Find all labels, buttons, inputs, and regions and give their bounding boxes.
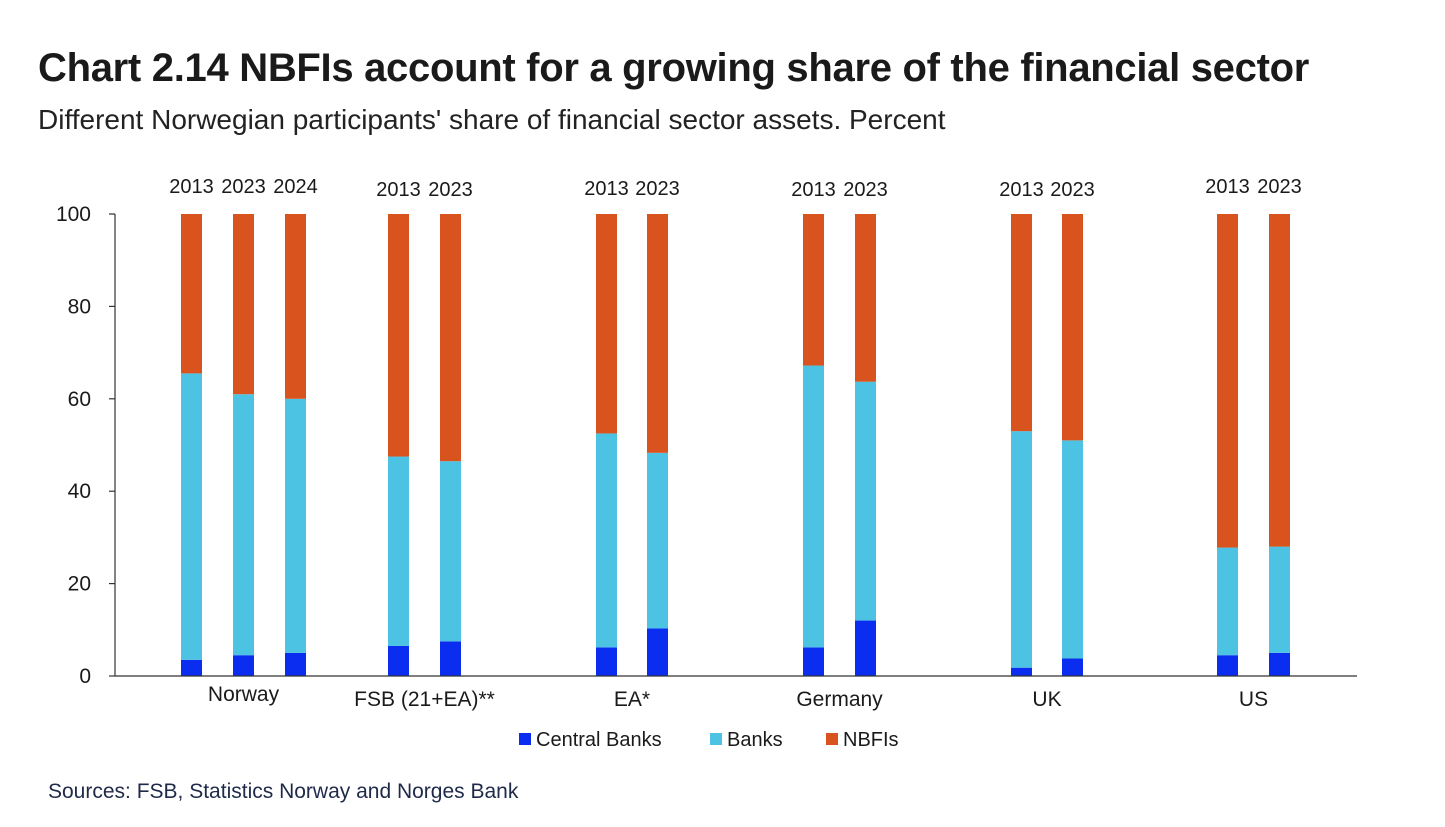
bar-central-banks xyxy=(1062,658,1083,676)
chart-title: Chart 2.14 NBFIs account for a growing s… xyxy=(38,46,1309,90)
bar-nbfis xyxy=(647,214,668,453)
chart-subtitle: Different Norwegian participants' share … xyxy=(38,104,946,135)
bar-banks xyxy=(1011,431,1032,668)
year-label: 2023 xyxy=(1050,179,1095,201)
bar-central-banks xyxy=(1217,655,1238,676)
bar-banks xyxy=(1217,547,1238,656)
bar-banks xyxy=(233,394,254,656)
bar-banks xyxy=(1062,440,1083,659)
bar-banks xyxy=(596,433,617,648)
bar-central-banks xyxy=(233,655,254,676)
bar-banks xyxy=(440,461,461,642)
bar-banks xyxy=(388,456,409,646)
source-note: Sources: FSB, Statistics Norway and Norg… xyxy=(48,780,519,803)
group-label: FSB (21+EA)** xyxy=(354,688,495,711)
bar-nbfis xyxy=(181,214,202,374)
bar-banks xyxy=(285,398,306,653)
year-label: 2023 xyxy=(843,179,888,201)
year-label: 2023 xyxy=(635,178,680,200)
year-label: 2013 xyxy=(584,178,629,200)
year-label: 2013 xyxy=(791,179,836,201)
legend-swatch xyxy=(826,733,838,745)
year-label: 2013 xyxy=(1205,176,1250,198)
bar-banks xyxy=(1269,546,1290,653)
year-label: 2023 xyxy=(428,179,473,201)
bar-central-banks xyxy=(855,620,876,676)
year-label: 2024 xyxy=(273,176,318,198)
group-label: Norway xyxy=(208,683,280,706)
bar-central-banks xyxy=(181,659,202,676)
legend-swatch xyxy=(710,733,722,745)
bar-nbfis xyxy=(388,214,409,457)
year-label: 2013 xyxy=(376,179,421,201)
bar-nbfis xyxy=(1269,214,1290,547)
bar-central-banks xyxy=(803,647,824,676)
bar-banks xyxy=(181,373,202,660)
year-label: 2013 xyxy=(169,176,214,198)
bar-banks xyxy=(855,381,876,621)
bar-nbfis xyxy=(1217,214,1238,548)
y-tick-label: 0 xyxy=(79,665,91,688)
y-tick-label: 20 xyxy=(68,573,91,596)
bar-nbfis xyxy=(596,214,617,434)
bar-central-banks xyxy=(285,652,306,676)
bar-banks xyxy=(803,365,824,648)
group-label: UK xyxy=(1032,688,1061,711)
year-label: 2023 xyxy=(1257,176,1302,198)
bar-nbfis xyxy=(1011,214,1032,432)
bar-banks xyxy=(647,452,668,629)
y-tick-label: 60 xyxy=(68,388,91,411)
bar-central-banks xyxy=(596,647,617,676)
legend-label: Banks xyxy=(727,729,783,751)
bar-central-banks xyxy=(1269,652,1290,676)
bar-central-banks xyxy=(647,628,668,676)
y-tick-label: 40 xyxy=(68,480,91,503)
legend-label: Central Banks xyxy=(536,729,662,751)
year-label: 2023 xyxy=(221,176,266,198)
bar-central-banks xyxy=(440,641,461,676)
bar-nbfis xyxy=(285,214,306,399)
y-tick-label: 100 xyxy=(56,203,91,226)
bar-central-banks xyxy=(388,645,409,676)
bar-nbfis xyxy=(803,214,824,366)
bar-nbfis xyxy=(855,214,876,382)
bar-nbfis xyxy=(233,214,254,395)
legend-swatch xyxy=(519,733,531,745)
bar-central-banks xyxy=(1011,667,1032,676)
group-label: EA* xyxy=(614,688,650,711)
bar-nbfis xyxy=(440,214,461,462)
y-tick-label: 80 xyxy=(68,295,91,318)
group-label: US xyxy=(1239,688,1268,711)
group-label: Germany xyxy=(796,688,883,711)
legend-label: NBFIs xyxy=(843,729,899,751)
bar-nbfis xyxy=(1062,214,1083,441)
year-label: 2013 xyxy=(999,179,1044,201)
